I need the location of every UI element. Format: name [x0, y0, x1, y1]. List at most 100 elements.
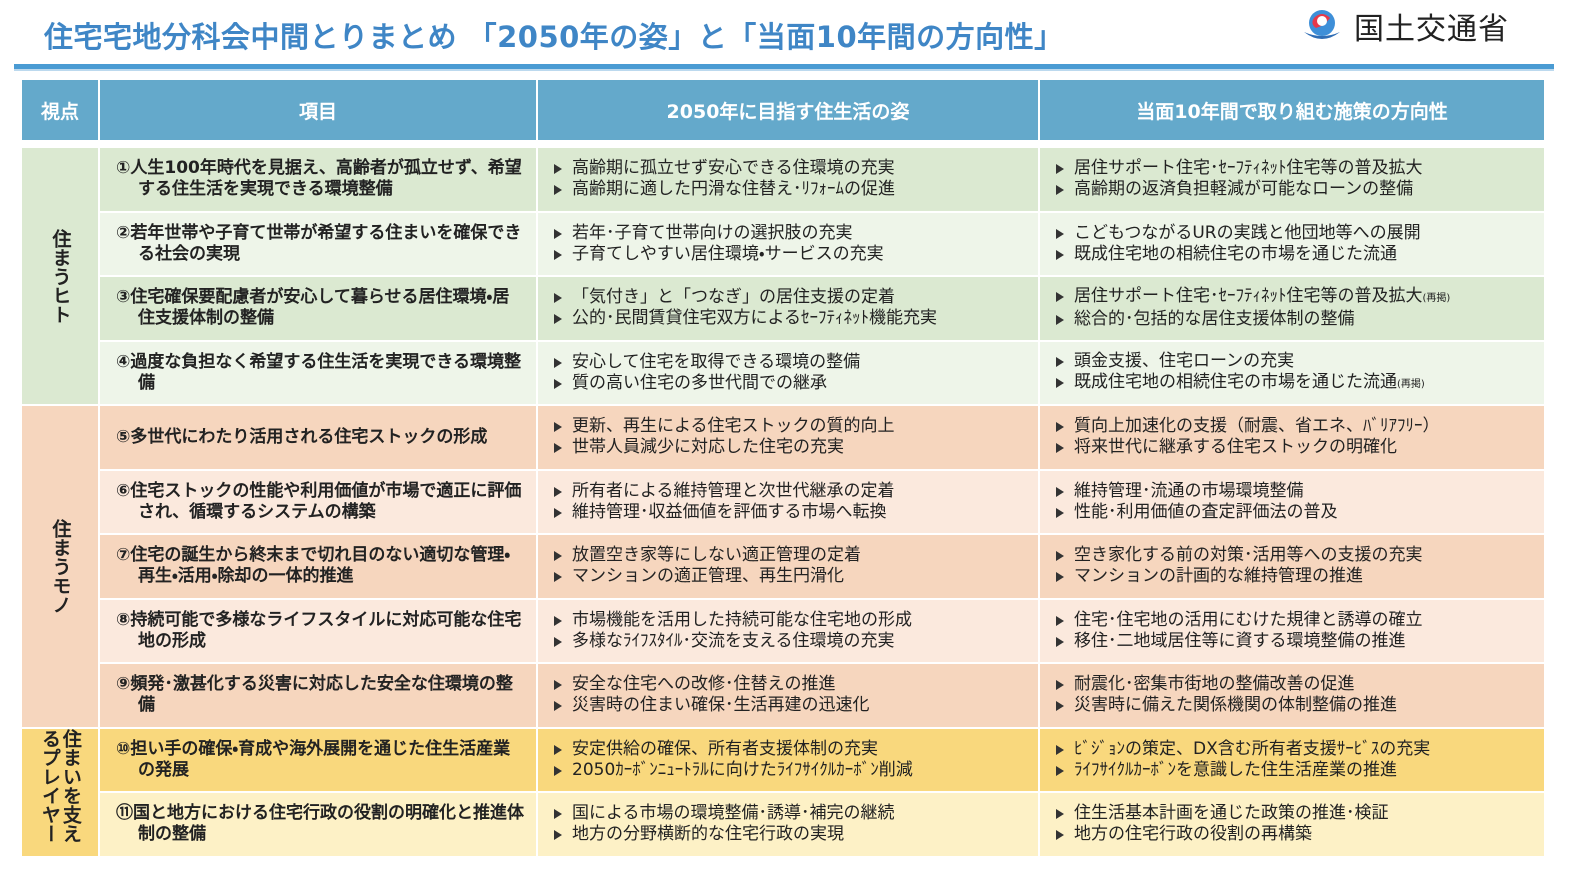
item-cell: ⑩担い手の確保・育成や海外展開を通じた住生活産業の発展 — [100, 728, 538, 793]
measures-cell: 住宅･住宅地の活用にむけた規律と誘導の確立 移住･二地域居住等に資する環境整備の推… — [1040, 599, 1546, 664]
goal-bullet: 子育てしやすい居住環境・サービスの充実 — [554, 244, 1038, 265]
goal-bullet: 高齢期に適した円滑な住替え･ﾘﾌｫｰﾑの促進 — [554, 179, 1038, 200]
item-cell: ②若年世帯や子育て世帯が希望する住まいを確保できる社会の実現 — [100, 212, 538, 277]
goal-bullet: 質の高い住宅の多世代間での継承 — [554, 373, 1038, 394]
header-cell: 視点 — [22, 80, 100, 142]
item-cell: ①人生100年時代を見据え、高齢者が孤立せず、希望する住生活を実現できる環境整備 — [100, 148, 538, 213]
measures-cell: こどもつながるURの実践と他団地等への展開 既成住宅地の相続住宅の市場を通じた流通 — [1040, 212, 1546, 277]
measure-text: 性能･利用価値の査定評価法の普及 — [1074, 501, 1338, 522]
logo: 国土交通省 — [1300, 4, 1509, 48]
logo-mark — [1304, 10, 1340, 39]
item-cell: ⑪国と地方における住宅行政の役割の明確化と推進体制の整備 — [100, 793, 538, 858]
measure-note: (再掲) — [1422, 293, 1451, 305]
group-label: 住まうモノ — [22, 406, 100, 729]
item-cell: ④過度な負担なく希望する住生活を実現できる環境整備 — [100, 341, 538, 406]
header-cell: 2050年に目指す住生活の姿 — [538, 80, 1040, 142]
measure-bullet: 既成住宅地の相続住宅の市場を通じた流通 — [1056, 243, 1544, 265]
measures-cell: 耐震化･密集市街地の整備改善の促進 災害時に備えた関係機関の体制整備の推進 — [1040, 664, 1546, 729]
measure-bullet: 住生活基本計画を通じた政策の推進･検証 — [1056, 803, 1544, 824]
measure-bullet: 将来世代に継承する住宅ストックの明確化 — [1056, 437, 1544, 458]
goal-bullet: 安心して住宅を取得できる環境の整備 — [554, 352, 1038, 373]
goals-cell: 若年･子育て世帯向けの選択肢の充実 子育てしやすい居住環境・サービスの充実 — [538, 212, 1040, 277]
goal-bullet: 多様なﾗｲﾌｽﾀｲﾙ･交流を支える住環境の充実 — [554, 631, 1038, 652]
group-label: 住まうヒト — [22, 148, 100, 406]
goal-bullet: 若年･子育て世帯向けの選択肢の充実 — [554, 223, 1038, 244]
measure-text: 耐震化･密集市街地の整備改善の促進 — [1074, 674, 1355, 695]
goals-cell: 国による市場の環境整備･誘導･補完の継続 地方の分野横断的な住宅行政の実現 — [538, 793, 1040, 858]
measure-text: ﾋﾞｼﾞｮﾝの策定、DX含む所有者支援ｻｰﾋﾞｽの充実 — [1074, 738, 1431, 759]
goals-cell: 高齢期に孤立せず安心できる住環境の充実 高齢期に適した円滑な住替え･ﾘﾌｫｰﾑの促… — [538, 148, 1040, 213]
goals-cell: 放置空き家等にしない適正管理の定着 マンションの適正管理、再生円滑化 — [538, 535, 1040, 600]
goal-bullet: 地方の分野横断的な住宅行政の実現 — [554, 824, 1038, 845]
measure-bullet: 地方の住宅行政の役割の再構築 — [1056, 824, 1544, 845]
title: 住宅宅地分科会中間とりまとめ 「2050年の姿」と「当面10年間の方向性」 — [44, 20, 1064, 54]
measure-bullet: ﾋﾞｼﾞｮﾝの策定、DX含む所有者支援ｻｰﾋﾞｽの充実 — [1056, 738, 1544, 760]
goal-bullet: 2050ｶｰﾎﾞﾝﾆｭｰﾄﾗﾙに向けたﾗｲﾌｻｲｸﾙｶｰﾎﾞﾝ削減 — [554, 760, 1038, 781]
item-cell: ⑨頻発･激甚化する災害に対応した安全な住環境の整備 — [100, 664, 538, 729]
item-cell: ⑧持続可能で多様なライフスタイルに対応可能な住宅地の形成 — [100, 599, 538, 664]
measure-text: 地方の住宅行政の役割の再構築 — [1074, 824, 1312, 845]
measure-text: 空き家化する前の対策･活用等への支援の充実 — [1074, 545, 1423, 566]
measure-bullet: ﾗｲﾌｻｲｸﾙｶｰﾎﾞﾝを意識した住生活産業の推進 — [1056, 759, 1544, 781]
measures-cell: 維持管理･流通の市場環境整備 性能･利用価値の査定評価法の普及 — [1040, 470, 1546, 535]
goals-cell: 所有者による維持管理と次世代継承の定着 維持管理･収益価値を評価する市場へ転換 — [538, 470, 1040, 535]
title-rule-light — [14, 69, 1554, 71]
policy-table: 視点 項目 2050年に目指す住生活の姿 当面10年間で取り組む施策の方向性住まうヒト… — [22, 80, 1546, 858]
goal-bullet: 公的･民間賃貸住宅双方によるｾｰﾌﾃｨﾈｯﾄ機能充実 — [554, 308, 1038, 329]
measure-text: 災害時に備えた関係機関の体制整備の推進 — [1074, 695, 1397, 716]
measures-cell: ﾋﾞｼﾞｮﾝの策定、DX含む所有者支援ｻｰﾋﾞｽの充実 ﾗｲﾌｻｲｸﾙｶｰﾎﾞﾝを… — [1040, 728, 1546, 793]
measures-cell: 質向上加速化の支援（耐震、省エネ、ﾊﾞﾘｱﾌﾘｰ） 将来世代に継承する住宅ストック… — [1040, 406, 1546, 471]
header-cell: 当面10年間で取り組む施策の方向性 — [1040, 80, 1546, 142]
measure-bullet: 質向上加速化の支援（耐震、省エネ、ﾊﾞﾘｱﾌﾘｰ） — [1056, 416, 1544, 437]
goals-cell: 更新、再生による住宅ストックの質的向上 世帯人員減少に対応した住宅の充実 — [538, 406, 1040, 471]
measure-bullet: 空き家化する前の対策･活用等への支援の充実 — [1056, 545, 1544, 566]
goal-bullet: マンションの適正管理、再生円滑化 — [554, 566, 1038, 587]
measure-note: (再掲) — [1397, 378, 1425, 390]
goal-bullet: 安定供給の確保、所有者支援体制の充実 — [554, 739, 1038, 760]
goal-bullet: 「気付き」と「つなぎ」の居住支援の定着 — [554, 287, 1038, 308]
org-name: 国土交通省 — [1354, 12, 1509, 47]
measure-text: マンションの計画的な維持管理の推進 — [1074, 566, 1363, 587]
goals-cell: 安定供給の確保、所有者支援体制の充実 2050ｶｰﾎﾞﾝﾆｭｰﾄﾗﾙに向けたﾗｲﾌ… — [538, 728, 1040, 793]
goal-bullet: 更新、再生による住宅ストックの質的向上 — [554, 416, 1038, 437]
measure-bullet: 高齢期の返済負担軽減が可能なローンの整備 — [1056, 179, 1544, 200]
measure-text: 総合的･包括的な居住支援体制の整備 — [1074, 309, 1355, 330]
goal-bullet: 放置空き家等にしない適正管理の定着 — [554, 545, 1038, 566]
item-cell: ⑥住宅ストックの性能や利用価値が市場で適正に評価され、循環するシステムの構築 — [100, 470, 538, 535]
measures-cell: 住生活基本計画を通じた政策の推進･検証 地方の住宅行政の役割の再構築 — [1040, 793, 1546, 858]
measure-text: 質向上加速化の支援（耐震、省エネ、ﾊﾞﾘｱﾌﾘｰ） — [1074, 416, 1440, 437]
measure-bullet: マンションの計画的な維持管理の推進 — [1056, 566, 1544, 587]
goal-bullet: 所有者による維持管理と次世代継承の定着 — [554, 481, 1038, 502]
goals-cell: 市場機能を活用した持続可能な住宅地の形成 多様なﾗｲﾌｽﾀｲﾙ･交流を支える住環境… — [538, 599, 1040, 664]
measure-bullet: 性能･利用価値の査定評価法の普及 — [1056, 501, 1544, 523]
item-cell: ⑤多世代にわたり活用される住宅ストックの形成 — [100, 406, 538, 471]
measure-bullet: 頭金支援、住宅ローンの充実 — [1056, 350, 1544, 372]
measure-text: 既成住宅地の相続住宅の市場を通じた流通 — [1074, 243, 1397, 264]
goals-cell: 安全な住宅への改修･住替えの推進 災害時の住まい確保･生活再建の迅速化 — [538, 664, 1040, 729]
goal-bullet: 災害時の住まい確保･生活再建の迅速化 — [554, 695, 1038, 716]
item-cell: ③住宅確保要配慮者が安心して暮らせる居住環境・居住支援体制の整備 — [100, 277, 538, 342]
goals-cell: 「気付き」と「つなぎ」の居住支援の定着 公的･民間賃貸住宅双方によるｾｰﾌﾃｨﾈｯ… — [538, 277, 1040, 342]
goal-bullet: 国による市場の環境整備･誘導･補完の継続 — [554, 803, 1038, 824]
measure-bullet: 移住･二地域居住等に資する環境整備の推進 — [1056, 631, 1544, 652]
goal-bullet: 市場機能を活用した持続可能な住宅地の形成 — [554, 610, 1038, 631]
measure-text: ﾗｲﾌｻｲｸﾙｶｰﾎﾞﾝを意識した住生活産業の推進 — [1074, 759, 1397, 780]
measure-text: 頭金支援、住宅ローンの充実 — [1074, 350, 1295, 371]
goal-bullet: 維持管理･収益価値を評価する市場へ転換 — [554, 502, 1038, 523]
measures-cell: 居住サポート住宅･ｾｰﾌﾃｨﾈｯﾄ住宅等の普及拡大(再掲) 総合的･包括的な居住支… — [1040, 277, 1546, 342]
measure-text: 将来世代に継承する住宅ストックの明確化 — [1074, 437, 1397, 458]
measure-bullet: こどもつながるURの実践と他団地等への展開 — [1056, 222, 1544, 244]
measure-text: 住宅･住宅地の活用にむけた規律と誘導の確立 — [1074, 609, 1423, 630]
item-cell: ⑦住宅の誕生から終末まで切れ目のない適切な管理・再生・活用・除却の一体的推進 — [100, 535, 538, 600]
title-rule — [14, 64, 1554, 69]
measure-bullet: 総合的･包括的な居住支援体制の整備 — [1056, 309, 1544, 330]
measures-cell: 空き家化する前の対策･活用等への支援の充実 マンションの計画的な維持管理の推進 — [1040, 535, 1546, 600]
measure-bullet: 居住サポート住宅･ｾｰﾌﾃｨﾈｯﾄ住宅等の普及拡大(再掲) — [1056, 286, 1544, 309]
measures-cell: 頭金支援、住宅ローンの充実 既成住宅地の相続住宅の市場を通じた流通(再掲) — [1040, 341, 1546, 406]
header-cell: 項目 — [100, 80, 538, 142]
measure-bullet: 災害時に備えた関係機関の体制整備の推進 — [1056, 695, 1544, 716]
measure-text: こどもつながるURの実践と他団地等への展開 — [1074, 222, 1421, 243]
measure-text: 居住サポート住宅･ｾｰﾌﾃｨﾈｯﾄ住宅等の普及拡大 — [1074, 158, 1423, 179]
goals-cell: 安心して住宅を取得できる環境の整備 質の高い住宅の多世代間での継承 — [538, 341, 1040, 406]
